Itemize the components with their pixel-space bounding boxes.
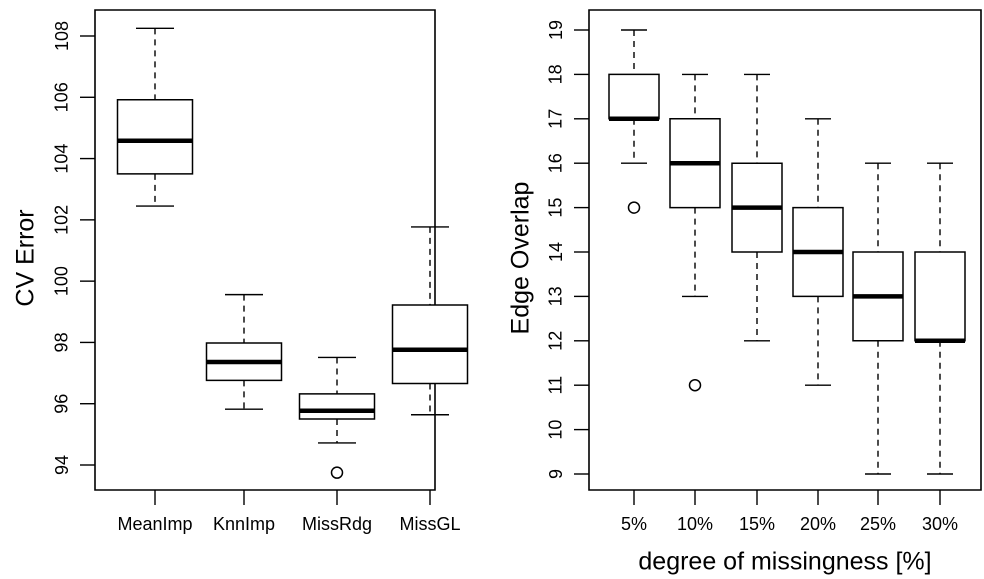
box-5- xyxy=(609,74,659,118)
y-tick-label: 98 xyxy=(52,332,72,352)
y-tick-label: 108 xyxy=(52,21,72,51)
y-axis-label: CV Error xyxy=(12,209,40,306)
y-tick-label: 17 xyxy=(546,109,566,129)
y-tick-label: 9 xyxy=(546,469,566,479)
x-tick-label: 5% xyxy=(621,514,647,534)
y-tick-label: 106 xyxy=(52,82,72,112)
y-tick-label: 19 xyxy=(546,20,566,40)
y-tick-label: 14 xyxy=(546,242,566,262)
y-tick-label: 100 xyxy=(52,266,72,296)
outlier-point xyxy=(690,380,701,391)
y-tick-label: 16 xyxy=(546,153,566,173)
box-30- xyxy=(915,252,965,341)
box-missgl xyxy=(393,305,468,383)
x-axis-label: degree of missingness [%] xyxy=(638,548,931,576)
outlier-point xyxy=(629,202,640,213)
y-tick-label: 13 xyxy=(546,286,566,306)
y-tick-label: 11 xyxy=(546,376,566,395)
x-tick-label: 20% xyxy=(800,514,836,534)
x-tick-label: 25% xyxy=(860,514,896,534)
y-tick-label: 96 xyxy=(52,394,72,414)
x-tick-label: MissGL xyxy=(399,514,460,534)
chart-panel-1: 94 96 98 100 102 104 106 108 MeanImp KnnImp MissRd… xyxy=(12,10,468,534)
plot-frame xyxy=(95,10,435,490)
y-tick-label: 18 xyxy=(546,64,566,84)
x-tick-label: 10% xyxy=(677,514,713,534)
y-tick-label: 94 xyxy=(52,455,72,475)
x-tick-label: KnnImp xyxy=(213,514,275,534)
x-tick-label: MissRdg xyxy=(302,514,372,534)
y-tick-label: 102 xyxy=(52,205,72,235)
box-missrdg xyxy=(300,394,375,419)
box-meanimp xyxy=(118,100,193,174)
plot-frame xyxy=(589,10,981,490)
outlier-point xyxy=(332,467,343,478)
x-tick-label: MeanImp xyxy=(117,514,192,534)
y-tick-label: 104 xyxy=(52,144,72,174)
x-tick-label: 15% xyxy=(739,514,775,534)
chart-panel-2: 9 10 11 12 13 14 15 16 17 18 19 5% 10% 15% 20% 25% 30% Ed… xyxy=(507,10,981,576)
y-tick-label: 10 xyxy=(546,420,566,440)
y-tick-label: 15 xyxy=(546,198,566,218)
y-tick-label: 12 xyxy=(546,331,566,351)
y-axis-label: Edge Overlap xyxy=(507,182,535,335)
x-tick-label: 30% xyxy=(922,514,958,534)
